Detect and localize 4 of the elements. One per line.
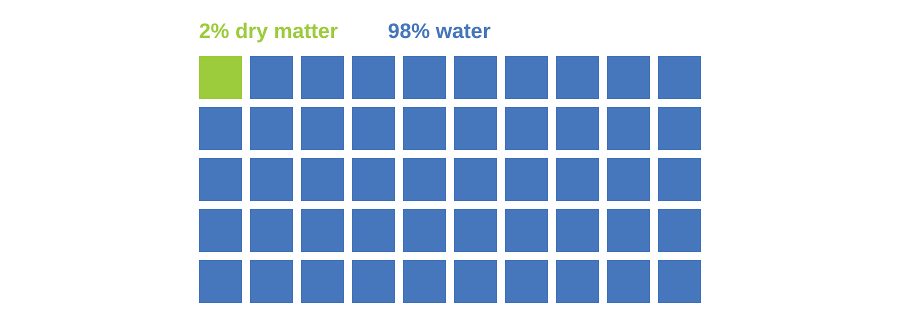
- data-label: 2%: [199, 20, 230, 43]
- data-label: 98%: [388, 20, 430, 43]
- category-label: water: [436, 20, 491, 43]
- category-label: dry matter: [235, 20, 338, 43]
